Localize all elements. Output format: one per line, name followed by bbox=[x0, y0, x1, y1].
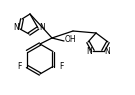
Text: F: F bbox=[17, 62, 21, 71]
Text: F: F bbox=[59, 62, 63, 71]
Text: N: N bbox=[104, 48, 110, 57]
Text: OH: OH bbox=[64, 36, 76, 44]
Text: N: N bbox=[86, 48, 92, 57]
Text: N: N bbox=[13, 23, 19, 32]
Text: N: N bbox=[39, 23, 45, 32]
